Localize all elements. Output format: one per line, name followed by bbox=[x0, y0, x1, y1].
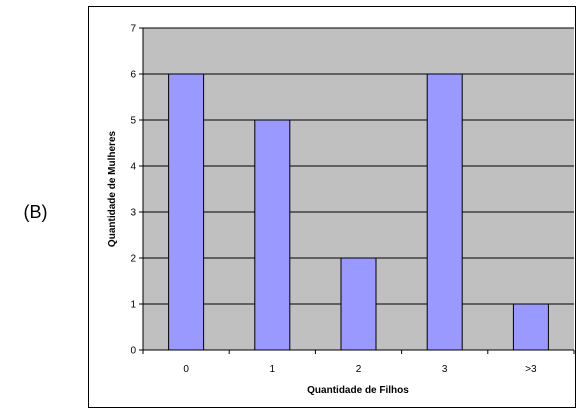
x-tick-label: 0 bbox=[183, 364, 189, 375]
x-tick-label: 3 bbox=[442, 364, 448, 375]
y-tick-label: 4 bbox=[130, 162, 136, 173]
y-tick-label: 1 bbox=[130, 300, 136, 311]
bar bbox=[512, 303, 549, 351]
panel-label: (B) bbox=[23, 202, 48, 222]
y-tick-label: 7 bbox=[130, 24, 136, 35]
x-axis-title: Quantidade de Filhos bbox=[307, 385, 409, 396]
y-axis-title: Quantidade de Mulheres bbox=[107, 130, 118, 247]
y-tick-label: 6 bbox=[130, 70, 136, 81]
x-tick-label: 1 bbox=[270, 364, 276, 375]
bar bbox=[168, 73, 205, 351]
x-tick-label: 2 bbox=[356, 364, 362, 375]
bar bbox=[426, 73, 463, 351]
y-tick-label: 5 bbox=[130, 116, 136, 127]
bar bbox=[340, 257, 377, 351]
y-tick-label: 3 bbox=[130, 208, 136, 219]
y-tick-label: 2 bbox=[130, 254, 136, 265]
x-tick-label: >3 bbox=[525, 364, 537, 375]
y-tick-label: 0 bbox=[130, 346, 136, 357]
bar bbox=[254, 119, 291, 351]
